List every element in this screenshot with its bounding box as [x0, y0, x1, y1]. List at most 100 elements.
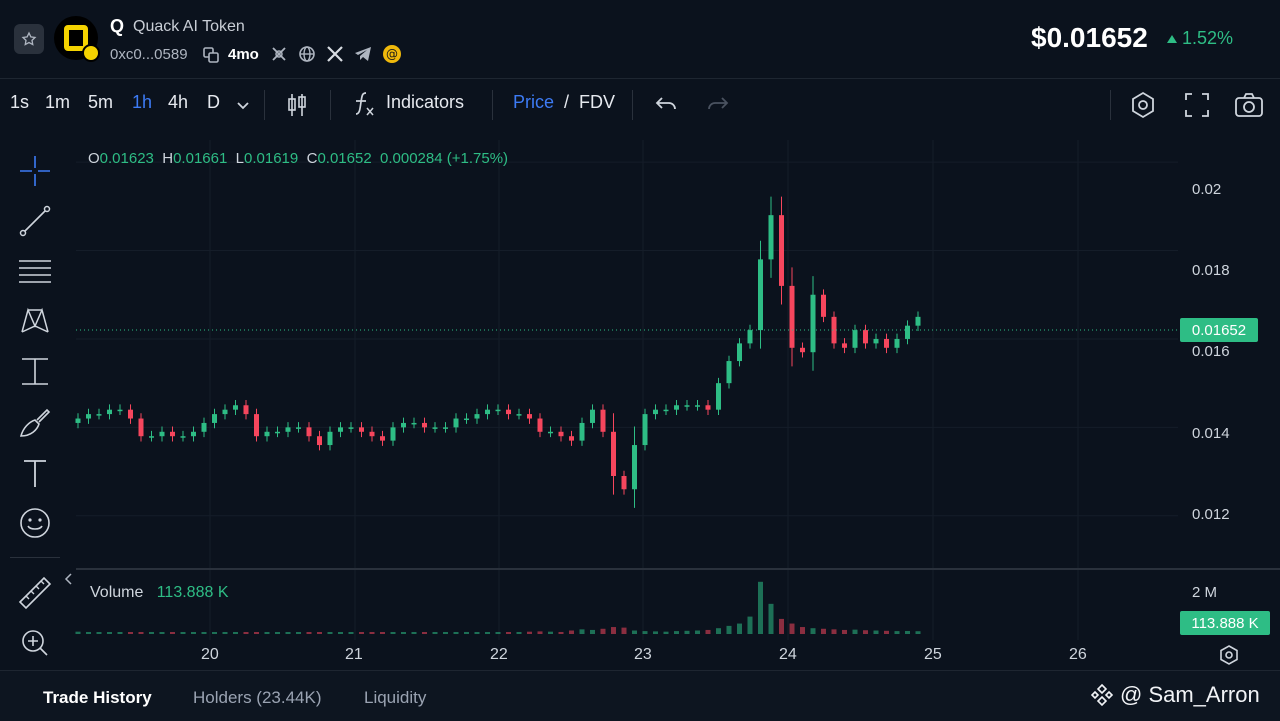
- candle: [107, 409, 112, 415]
- fullscreen-icon[interactable]: [1184, 92, 1210, 123]
- last-price-label: 0.01652: [1180, 318, 1258, 342]
- interval-4h[interactable]: 4h: [168, 92, 189, 112]
- y-tick: 0.016: [1192, 343, 1230, 360]
- volume-legend: Volume 113.888 K: [90, 584, 228, 602]
- x-tick: 22: [490, 646, 508, 663]
- volume-bar: [642, 631, 648, 634]
- candle: [558, 431, 564, 437]
- undo-icon[interactable]: [654, 94, 678, 119]
- volume-bar: [621, 627, 627, 634]
- settings-gear-icon[interactable]: [1128, 90, 1158, 125]
- candle: [254, 414, 259, 437]
- pattern-tool-icon[interactable]: [16, 302, 54, 340]
- candle-type-icon[interactable]: [286, 92, 308, 123]
- x-twitter-icon[interactable]: [326, 45, 344, 68]
- candle: [369, 431, 375, 437]
- candle: [443, 427, 448, 429]
- watermark: @ Sam_Arron: [1090, 682, 1260, 708]
- volume-axis-tick: 2 M: [1192, 584, 1218, 601]
- volume-bar: [527, 631, 532, 634]
- favorite-star-button[interactable]: [14, 24, 44, 54]
- volume-bar: [359, 632, 364, 634]
- chevron-down-icon[interactable]: [236, 98, 250, 116]
- candle: [516, 414, 522, 416]
- candle: [75, 418, 81, 423]
- ruler-tool-icon[interactable]: [16, 574, 54, 612]
- indicators-fx-icon[interactable]: [352, 90, 376, 123]
- volume-bar: [128, 632, 133, 634]
- volume-bar: [695, 630, 700, 634]
- tab-trade-history[interactable]: Trade History: [43, 688, 152, 707]
- indicators-button[interactable]: Indicators: [386, 92, 465, 112]
- copy-icon[interactable]: [203, 47, 219, 68]
- y-tick: 0.014: [1192, 425, 1230, 442]
- volume-bar: [873, 630, 879, 634]
- candle: [821, 294, 826, 317]
- redo-icon[interactable]: [706, 94, 730, 119]
- candle: [317, 436, 322, 446]
- candle: [243, 405, 249, 415]
- close-label: C: [306, 150, 318, 167]
- volume-bar: [821, 628, 826, 634]
- crosshair-tool-icon[interactable]: [16, 152, 54, 190]
- candle: [674, 405, 679, 410]
- tab-holders[interactable]: Holders (23.44K): [193, 688, 322, 707]
- volume-bar: [401, 632, 406, 634]
- star-icon: [21, 31, 37, 46]
- volume-bar: [432, 632, 438, 634]
- interval-d[interactable]: D: [207, 92, 220, 112]
- last-volume-label: 113.888 K: [1180, 611, 1270, 635]
- x-tick: 20: [201, 646, 219, 663]
- website-globe-icon[interactable]: [298, 45, 316, 68]
- volume-bar: [159, 632, 165, 634]
- candle: [653, 409, 658, 415]
- interval-1h[interactable]: 1h: [132, 92, 153, 112]
- volume-bar: [233, 632, 238, 634]
- volume-bar: [789, 623, 795, 634]
- zoom-in-icon[interactable]: [16, 624, 54, 662]
- volume-bar: [201, 632, 207, 634]
- candle: [170, 431, 175, 437]
- candle: [222, 409, 228, 415]
- candle: [894, 338, 900, 348]
- horizontal-lines-tool-icon[interactable]: [16, 252, 54, 290]
- trend-line-tool-icon[interactable]: [16, 202, 54, 240]
- candle: [359, 427, 364, 432]
- volume-bar: [852, 629, 858, 634]
- candle: [432, 427, 438, 429]
- interval-5m[interactable]: 5m: [88, 92, 114, 112]
- y-tick: 0.02: [1192, 181, 1222, 198]
- candle: [296, 427, 301, 429]
- mention-icon[interactable]: @: [382, 44, 402, 69]
- candle: [590, 409, 595, 423]
- y-tick: 0.018: [1192, 262, 1230, 279]
- tab-liquidity[interactable]: Liquidity: [364, 688, 427, 707]
- emoji-tool-icon[interactable]: [16, 504, 54, 542]
- axis-settings-icon[interactable]: [1218, 644, 1240, 671]
- text-tool-icon[interactable]: [16, 454, 54, 492]
- volume-bar: [422, 632, 427, 634]
- camera-icon[interactable]: [1234, 92, 1264, 123]
- volume-bar: [632, 630, 637, 634]
- volume-bar: [579, 629, 585, 634]
- volume-bar: [863, 630, 868, 634]
- contract-address: 0xc0...0589: [110, 46, 188, 63]
- candle: [401, 422, 406, 428]
- sniper-icon[interactable]: [270, 45, 288, 68]
- interval-1m[interactable]: 1m: [45, 92, 71, 112]
- brush-tool-icon[interactable]: [16, 404, 54, 442]
- volume-bar: [590, 629, 595, 634]
- volume-bar: [191, 632, 196, 634]
- fdv-toggle[interactable]: FDV: [579, 92, 615, 112]
- interval-1s[interactable]: 1s: [10, 92, 30, 112]
- volume-bar: [212, 632, 217, 634]
- telegram-icon[interactable]: [354, 45, 372, 68]
- candle: [506, 409, 511, 415]
- price-change-value: 1.52%: [1182, 28, 1234, 48]
- candle: [789, 285, 795, 348]
- price-toggle[interactable]: Price: [513, 92, 555, 112]
- measure-tool-icon[interactable]: [16, 352, 54, 390]
- volume-bar: [894, 631, 900, 634]
- collapse-toolbar-icon[interactable]: [64, 572, 74, 591]
